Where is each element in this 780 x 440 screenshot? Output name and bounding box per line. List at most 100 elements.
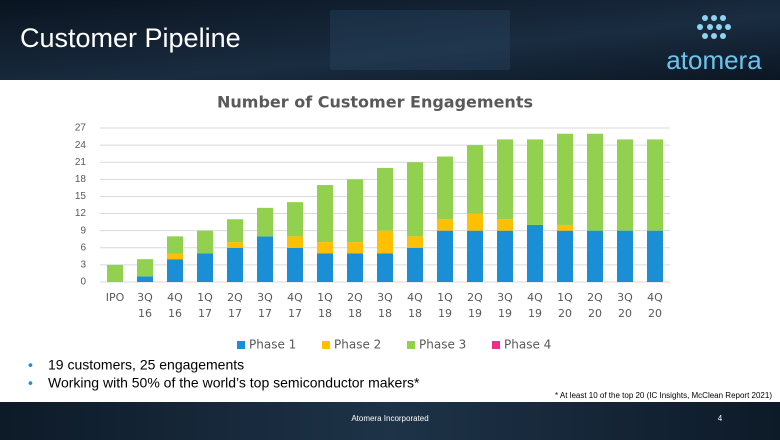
x-tick-label: 3Q 16 <box>137 291 153 320</box>
y-tick-label: 21 <box>75 157 87 168</box>
bar-segment <box>527 224 543 282</box>
header-decor <box>330 10 510 70</box>
bar-segment <box>227 242 243 248</box>
legend-swatch <box>237 341 245 349</box>
y-tick-label: 24 <box>75 140 87 151</box>
x-tick-label-box: 3Q 20 <box>617 291 633 320</box>
bar-segment <box>137 259 153 277</box>
bar-segment <box>407 236 423 248</box>
bar-segment <box>317 253 333 282</box>
x-tick-label: 1Q 20 <box>557 291 573 320</box>
bar-segment <box>167 236 183 254</box>
bar-segment <box>647 139 663 231</box>
x-tick-label: 3Q 19 <box>497 291 513 320</box>
y-tick-label: 3 <box>80 260 86 271</box>
bar-segment <box>317 242 333 254</box>
y-tick-label: 9 <box>80 225 86 236</box>
x-tick-label: 2Q 18 <box>347 291 363 320</box>
bar-segment <box>347 242 363 254</box>
x-tick-label-box: 2Q 18 <box>347 291 363 320</box>
bar-segment <box>287 202 303 237</box>
x-tick-label: 1Q 17 <box>197 291 213 320</box>
bar-segment <box>137 276 153 282</box>
x-tick-label-box: 1Q 19 <box>437 291 453 320</box>
bar-segment <box>557 224 573 231</box>
logo-text: atomera <box>666 45 762 75</box>
x-tick-label-box: IPO <box>105 291 125 304</box>
page-number: 4 <box>718 414 723 423</box>
legend-label: Phase 4 <box>504 338 551 352</box>
bar-segment <box>227 247 243 282</box>
bullet-text: 19 customers, 25 engagements <box>48 357 244 373</box>
x-tick-label: 3Q 20 <box>617 291 633 320</box>
bar-segment <box>167 259 183 282</box>
x-tick-label-box: 2Q 20 <box>587 291 603 320</box>
y-tick-label: 27 <box>75 123 87 134</box>
legend-swatch <box>322 341 330 349</box>
bar-segment <box>437 156 453 220</box>
footer-band <box>0 402 780 440</box>
y-tick-label: 15 <box>75 191 87 202</box>
x-tick-label: 3Q 17 <box>257 291 273 320</box>
x-tick-label-box: 4Q 17 <box>287 291 303 320</box>
y-tick-label: 6 <box>80 242 86 253</box>
header-band <box>0 0 780 80</box>
x-tick-label-box: 1Q 18 <box>317 291 333 320</box>
x-tick-label-box: 3Q 16 <box>137 291 153 320</box>
x-tick-label-box: 4Q 16 <box>167 291 183 320</box>
bar-segment <box>347 179 363 243</box>
x-tick-label-box: 4Q 19 <box>527 291 543 320</box>
plot: 0 3 6 9 12 15 18 21 24 27 IPO 3Q 16 4Q 16 1Q 17 2Q 17 3… <box>75 123 670 352</box>
x-tick-label: 2Q 17 <box>227 291 243 320</box>
y-tick-label: 12 <box>75 208 87 219</box>
bullet-dot: • <box>28 357 33 373</box>
bar-segment <box>407 247 423 282</box>
x-tick-label: 2Q 20 <box>587 291 603 320</box>
bar-segment <box>107 264 123 282</box>
x-tick-label-box: 4Q 18 <box>407 291 423 320</box>
x-tick-label: 4Q 17 <box>287 291 303 320</box>
bar-segment <box>527 139 543 225</box>
x-tick-label: 3Q 18 <box>377 291 393 320</box>
bar-segment <box>347 253 363 282</box>
legend-label: Phase 2 <box>334 338 381 352</box>
bar-segment <box>167 253 183 260</box>
legend-swatch <box>407 341 415 349</box>
bar-segment <box>257 236 273 282</box>
footer-text: Atomera Incorporated <box>351 414 428 423</box>
legend-swatch <box>492 341 500 349</box>
x-tick-label: IPO <box>105 291 125 304</box>
x-tick-label-box: 4Q 20 <box>647 291 663 320</box>
x-tick-label: 1Q 19 <box>437 291 453 320</box>
bar-segment <box>467 230 483 282</box>
x-tick-label: 4Q 19 <box>527 291 543 320</box>
x-tick-label: 2Q 19 <box>467 291 483 320</box>
bar-segment <box>497 219 513 231</box>
bar-segment <box>407 162 423 237</box>
x-tick-label-box: 3Q 19 <box>497 291 513 320</box>
bar-segment <box>287 247 303 282</box>
legend-label: Phase 3 <box>419 338 466 352</box>
bar-segment <box>257 207 273 237</box>
bar-segment <box>497 139 513 220</box>
x-tick-label-box: 3Q 18 <box>377 291 393 320</box>
bar-segment <box>617 230 633 282</box>
bar-segment <box>377 230 393 254</box>
x-tick-label-box: 3Q 17 <box>257 291 273 320</box>
slide-title: Customer Pipeline <box>20 23 241 53</box>
x-tick-label-box: 1Q 20 <box>557 291 573 320</box>
bar-segment <box>587 133 603 231</box>
x-tick-label: 1Q 18 <box>317 291 333 320</box>
bar-segment <box>437 230 453 282</box>
x-tick-label-box: 2Q 19 <box>467 291 483 320</box>
chart-title: Number of Customer Engagements <box>217 93 533 112</box>
bar-segment <box>587 230 603 282</box>
bar-segment <box>467 145 483 214</box>
y-tick-label: 0 <box>80 277 86 288</box>
y-tick-label: 18 <box>75 174 87 185</box>
x-tick-label: 4Q 20 <box>647 291 663 320</box>
bar-segment <box>227 219 243 243</box>
bar-segment <box>437 219 453 231</box>
logo-mark <box>697 15 731 39</box>
